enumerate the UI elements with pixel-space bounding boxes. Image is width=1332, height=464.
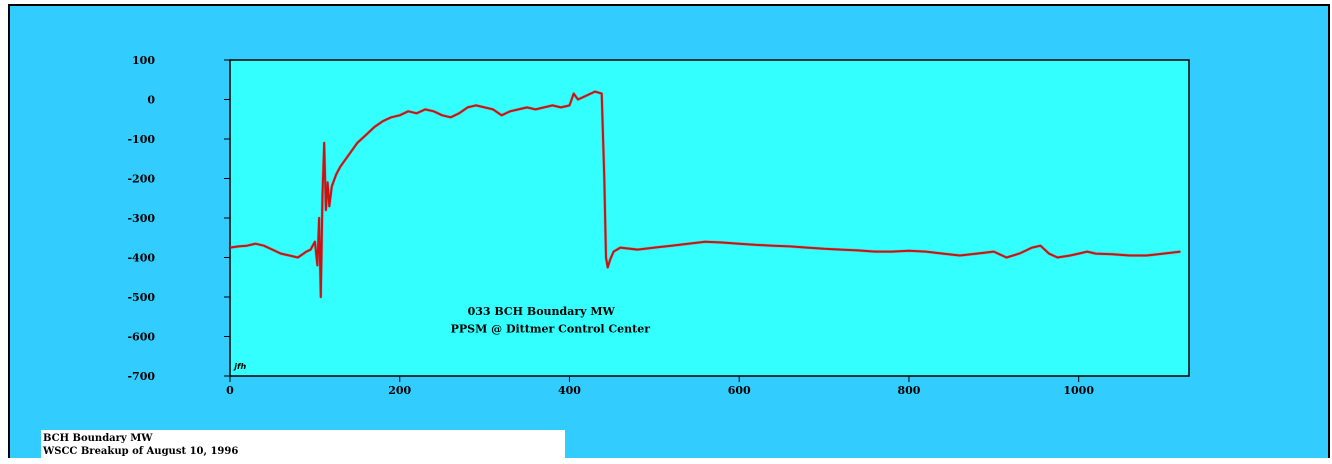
annotations: 033 BCH Boundary MW PPSM @ Dittmer Contro… — [232, 305, 650, 371]
x-axis: 0 200 400 600 800 1000 — [226, 376, 1094, 397]
chart: 1000-100-200-300-400-500-600-700 0 200 400… — [127, 54, 1190, 397]
chart-annotation: 033 BCH Boundary MW — [468, 305, 616, 318]
chart-background: 100 0 -100 -200 -300 -400 -500 -600 -700 0 200 400… — [8, 4, 1330, 464]
x-tick-label: 200 — [388, 384, 411, 397]
chart-annotation: PPSM @ Dittmer Control Center — [451, 323, 651, 336]
y-tick-label: -400 — [127, 252, 155, 265]
y-tick-label: -500 — [127, 291, 155, 304]
author-initials: jfh — [232, 362, 246, 371]
x-tick-label: 800 — [897, 384, 920, 397]
x-tick-label: 1000 — [1063, 384, 1094, 397]
x-tick-label: 600 — [728, 384, 751, 397]
caption-line-1: BCH Boundary MW — [43, 433, 153, 444]
y-tick-label: 0 — [147, 94, 155, 107]
y-tick-label: -100 — [127, 133, 155, 146]
y-tick-label: -700 — [127, 370, 155, 383]
series-layer — [229, 90, 1181, 299]
y-tick-label: -200 — [127, 173, 155, 186]
y-tick-label: 100 — [132, 54, 155, 67]
y-tick-label: -300 — [127, 212, 155, 225]
plot-area — [229, 59, 1190, 377]
caption-line-2: WSCC Breakup of August 10, 1996 — [43, 446, 239, 457]
series-line — [229, 90, 1181, 298]
y-tick-label: -600 — [127, 331, 155, 344]
y-axis: 100 0 -100 -200 -300 -400 -500 -600 -700 — [127, 54, 230, 383]
x-tick-label: 400 — [558, 384, 581, 397]
caption-box: BCH Boundary MW WSCC Breakup of August 1… — [41, 430, 565, 464]
x-tick-label: 0 — [226, 384, 234, 397]
